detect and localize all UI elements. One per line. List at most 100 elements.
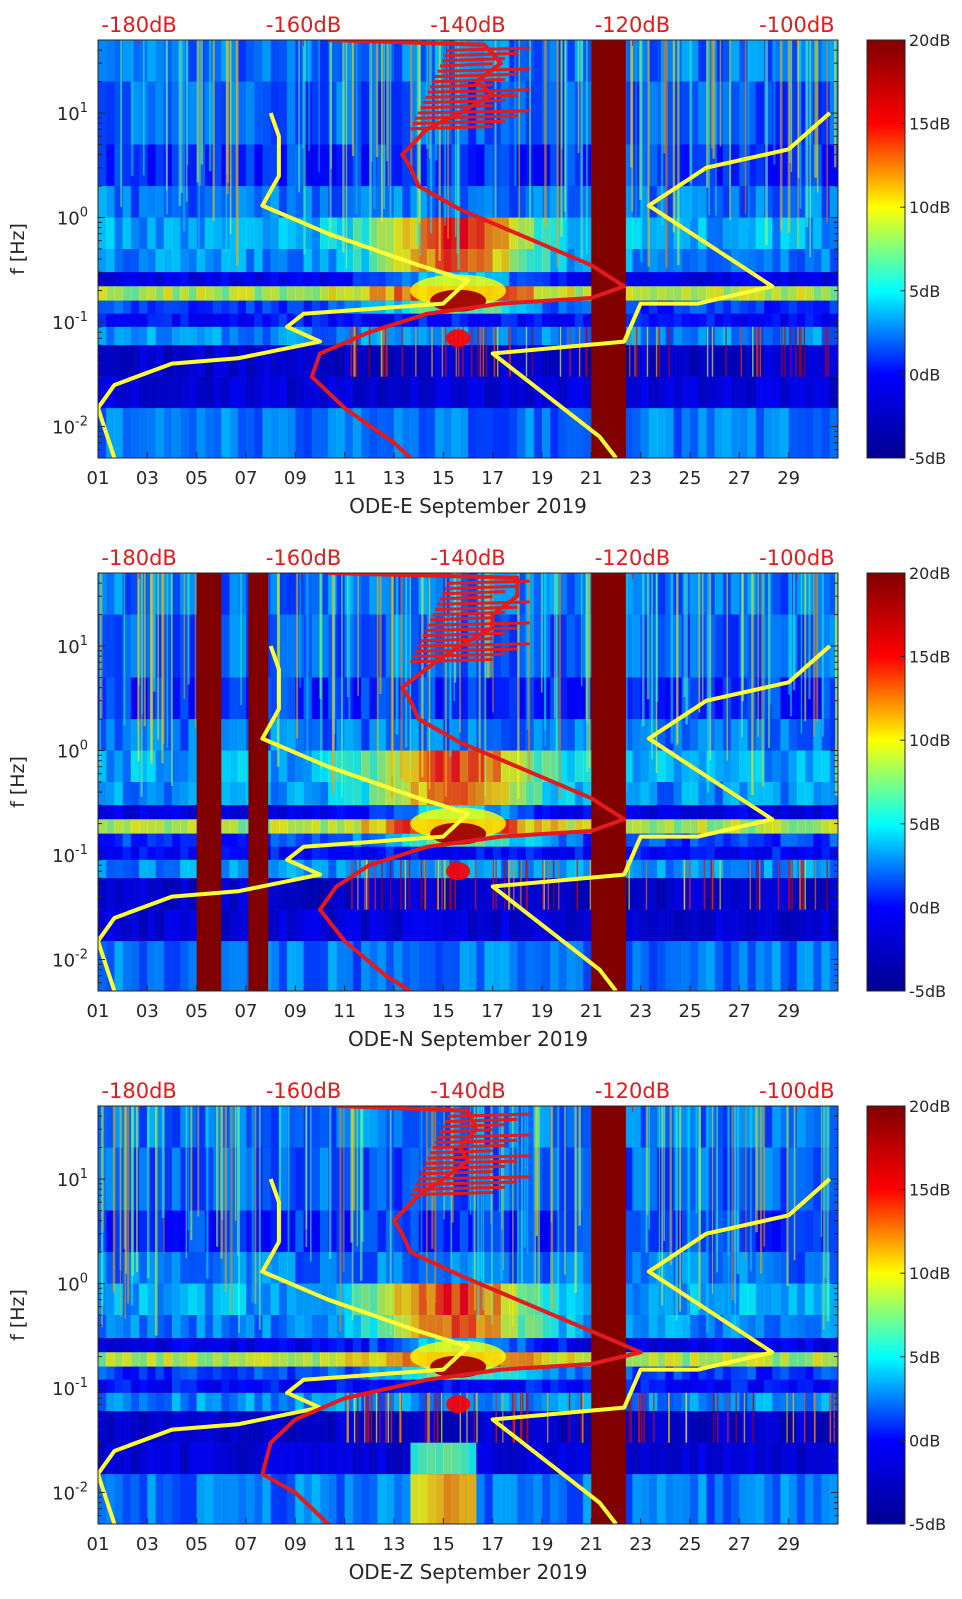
red-psd-spike <box>435 605 518 611</box>
x-tick-label: 19 <box>531 1534 554 1555</box>
colorbar-tick-label: 0dB <box>909 365 940 384</box>
red-psd-spike <box>420 1170 493 1176</box>
colorbar-tick-label: -5dB <box>909 982 946 1001</box>
colorbar-tick-label: 5dB <box>909 815 940 834</box>
colorbar-tick-label: 5dB <box>909 282 940 301</box>
red-psd-spike <box>412 652 506 658</box>
colorbar-tick-label: 10dB <box>909 731 951 750</box>
x-tick-label: 17 <box>481 1001 504 1022</box>
red-psd-spike <box>432 1143 506 1150</box>
colorbar-tick-label: 20dB <box>909 564 951 583</box>
red-psd-spike <box>425 626 518 632</box>
top-db-tick-label: -140dB <box>430 1079 505 1103</box>
red-psd-spike <box>415 114 518 120</box>
top-db-tick-label: -160dB <box>266 1079 341 1103</box>
red-psd-spike <box>442 590 506 596</box>
x-axis-label: ODE-Z September 2019 <box>349 1560 588 1584</box>
x-tick-label: 09 <box>284 1534 307 1555</box>
x-tick-label: 15 <box>432 1534 455 1555</box>
red-psd-spike <box>430 616 493 622</box>
red-psd-spike <box>439 62 493 68</box>
top-db-tick-label: -180dB <box>101 13 176 37</box>
red-psd-spike <box>412 1185 506 1191</box>
x-tick-label: 15 <box>432 1001 455 1022</box>
x-tick-label: 09 <box>284 468 307 489</box>
x-tick-label: 27 <box>728 1001 751 1022</box>
y-tick-label: 101 <box>57 101 88 125</box>
x-tick-label: 27 <box>728 1534 751 1555</box>
top-db-tick-label: -100dB <box>759 1079 834 1103</box>
y-tick-label: 10-2 <box>52 415 88 439</box>
top-db-tick-label: -160dB <box>266 13 341 37</box>
red-psd-spike <box>412 119 506 125</box>
y-axis-label: f [Hz] <box>7 756 29 808</box>
red-psd-spike <box>427 621 530 627</box>
red-psd-spike <box>420 104 493 110</box>
x-tick-label: 09 <box>284 1001 307 1022</box>
colorbar-tick-label: -5dB <box>909 449 946 468</box>
x-tick-label: 27 <box>728 468 751 489</box>
red-psd-spike <box>435 1138 518 1144</box>
yellow-model-curve <box>98 645 470 991</box>
top-db-tick-label: -120dB <box>595 546 670 570</box>
red-psd-spike <box>444 51 518 58</box>
data-gap <box>591 573 626 991</box>
y-axis-label: f [Hz] <box>7 1289 29 1341</box>
colorbar-tick-label: 15dB <box>909 1181 951 1200</box>
x-tick-label: 17 <box>481 468 504 489</box>
spectrogram <box>98 40 838 458</box>
x-tick-label: 21 <box>580 1534 603 1555</box>
y-tick-label: 101 <box>57 1167 88 1191</box>
colorbar-tick-label: 15dB <box>909 648 951 667</box>
x-tick-label: 29 <box>777 468 800 489</box>
x-tick-label: 17 <box>481 1534 504 1555</box>
colorbar-tick-label: 15dB <box>909 115 951 134</box>
yellow-model-curve-right <box>490 644 832 991</box>
red-psd-spike <box>444 1117 518 1124</box>
x-tick-label: 29 <box>777 1534 800 1555</box>
x-tick-label: 03 <box>136 1534 159 1555</box>
colorbar: 20dB 15dB 10dB 5dB 0dB -5dB <box>866 1097 951 1534</box>
red-psd-spike <box>447 46 530 52</box>
x-axis-label: ODE-N September 2019 <box>348 1027 588 1051</box>
red-psd-spike <box>410 658 493 664</box>
x-tick-label: 07 <box>235 1001 258 1022</box>
colorbar-tick-label: 20dB <box>909 1097 951 1116</box>
red-psd-spike <box>437 600 530 606</box>
red-psd-spike <box>432 610 506 617</box>
yellow-model-curve <box>98 1178 470 1524</box>
top-db-tick-label: -180dB <box>101 546 176 570</box>
x-tick-label: 05 <box>185 1534 208 1555</box>
red-psd-spike <box>417 109 530 115</box>
red-psd-spike <box>447 579 530 585</box>
x-tick-label: 11 <box>333 1001 356 1022</box>
red-psd-spike <box>422 98 506 105</box>
spectrogram <box>98 1106 838 1524</box>
red-psd-spike <box>417 1175 530 1181</box>
x-tick-label: 25 <box>679 1534 702 1555</box>
red-psd-spike <box>437 67 530 73</box>
red-psd-spike <box>444 584 518 591</box>
yellow-model-curve-right <box>490 111 832 458</box>
data-gap <box>248 573 269 991</box>
red-psd-spike <box>410 1191 493 1197</box>
x-tick-label: 21 <box>580 468 603 489</box>
red-psd-spike <box>430 1149 493 1155</box>
red-psd-spike <box>435 72 518 78</box>
x-tick-label: 07 <box>235 1534 258 1555</box>
red-psd-spike <box>417 642 530 648</box>
x-tick-label: 25 <box>679 468 702 489</box>
red-psd-spike <box>425 1159 518 1165</box>
top-db-tick-label: -100dB <box>759 13 834 37</box>
panel-ode-n: 01 03 05 07 09 11 13 15 17 19 21 23 25 27 29 10-2 10-1 10… <box>7 546 951 1051</box>
red-psd-spike <box>427 1154 530 1160</box>
x-axis-label: ODE-E September 2019 <box>349 494 587 518</box>
colorbar-tick-label: 0dB <box>909 898 940 917</box>
colorbar-tick-label: 5dB <box>909 1348 940 1367</box>
top-db-tick-label: -120dB <box>595 13 670 37</box>
y-tick-label: 100 <box>57 1272 88 1296</box>
red-psd-spike <box>447 1112 530 1118</box>
x-tick-label: 25 <box>679 1001 702 1022</box>
colorbar-tick-label: 20dB <box>909 31 951 50</box>
